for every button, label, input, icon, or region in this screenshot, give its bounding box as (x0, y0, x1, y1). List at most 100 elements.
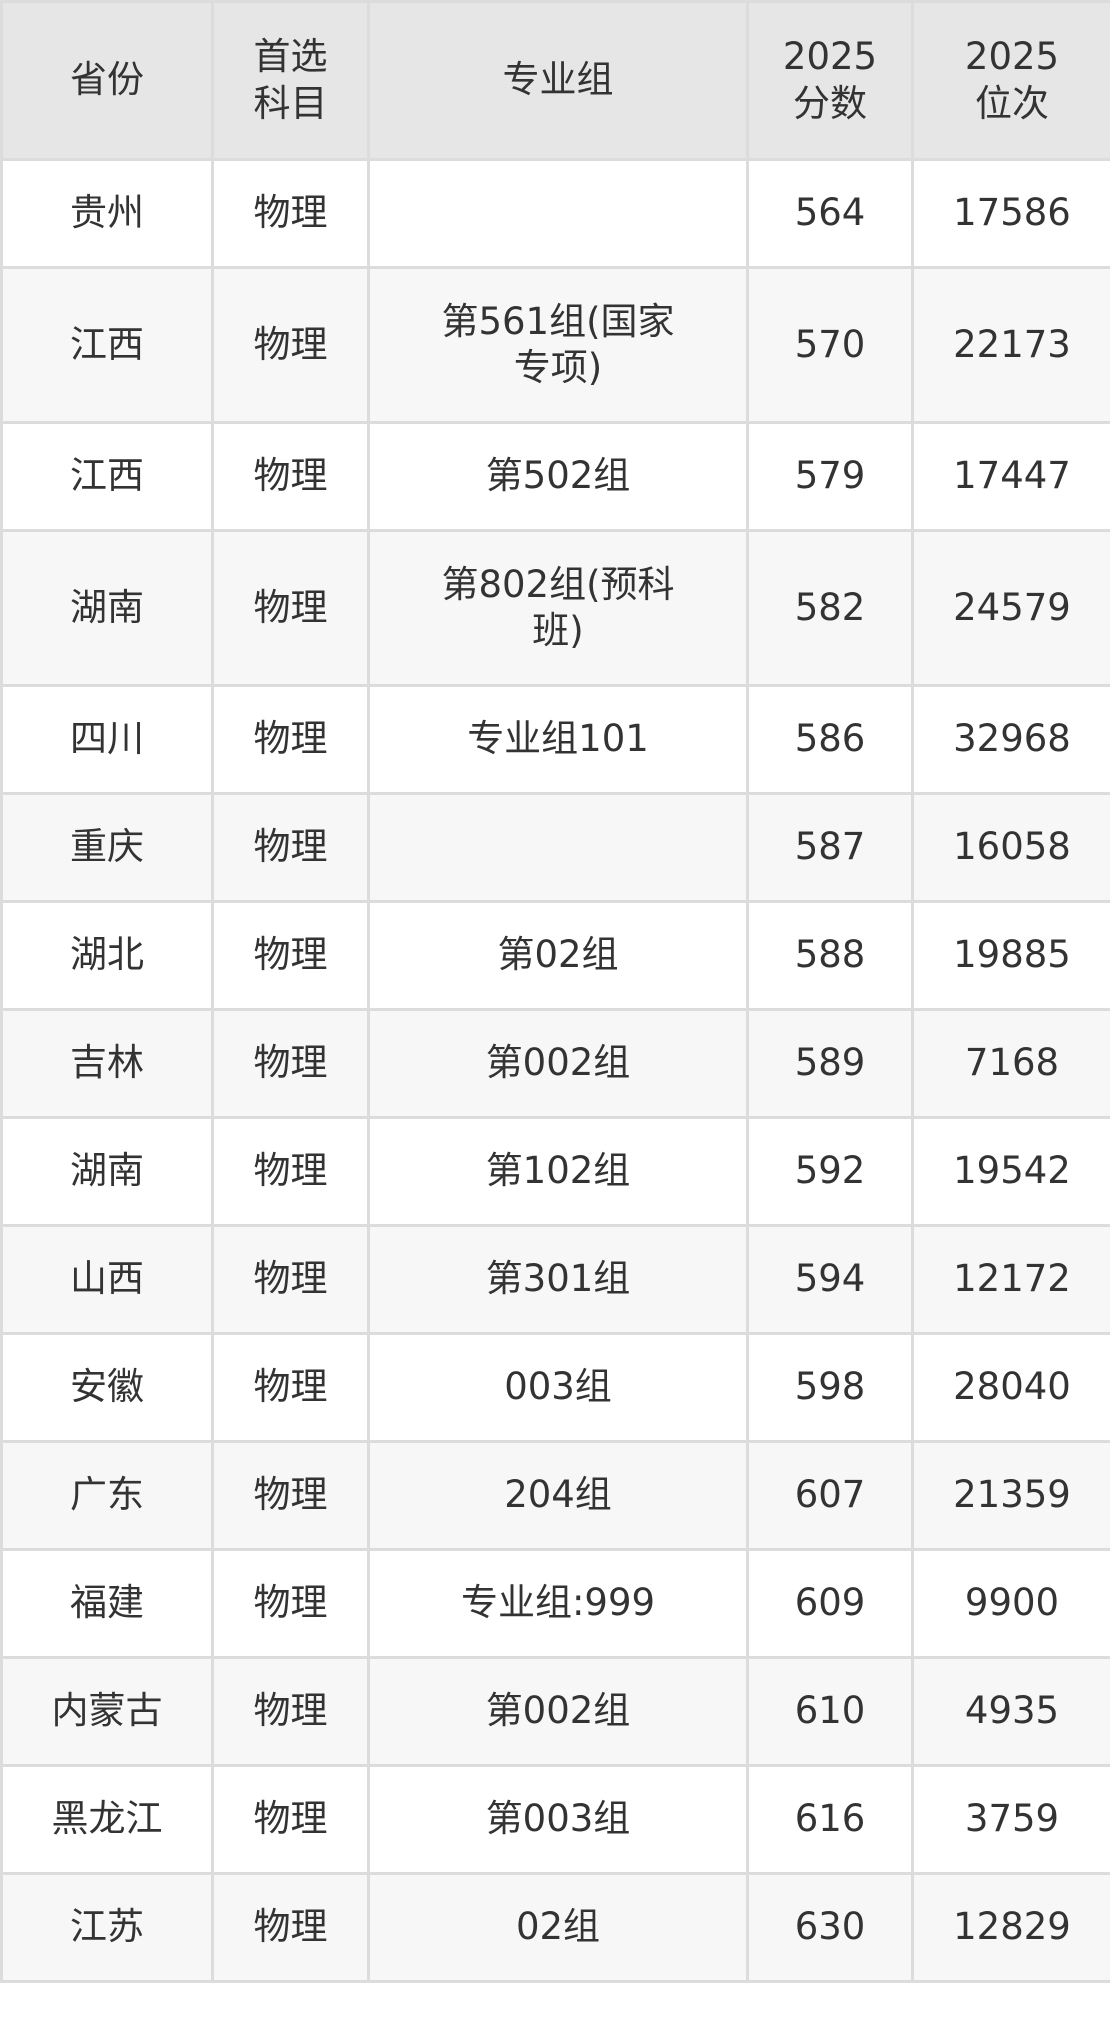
table-row: 重庆 物理 587 16058 (0, 792, 1110, 903)
cell-score: 586 (746, 684, 914, 795)
cell-score: 587 (746, 792, 914, 903)
cell-score: 609 (746, 1548, 914, 1659)
cell-province-text: 福建 (70, 1581, 144, 1625)
cell-subject: 物理 (211, 900, 370, 1011)
cell-subject-text: 物理 (253, 1473, 328, 1517)
cell-province-text: 江西 (70, 322, 144, 366)
cell-subject-text: 物理 (253, 1689, 328, 1733)
cell-rank-text: 22173 (953, 322, 1071, 366)
cell-province-text: 山西 (70, 1257, 144, 1301)
cell-group-text: 第802组(预科班) (441, 562, 675, 652)
cell-subject-text: 物理 (253, 1365, 328, 1409)
cell-group-text: 第102组 (485, 1149, 631, 1193)
cell-group: 第102组 (367, 1116, 749, 1227)
cell-rank: 17586 (911, 158, 1110, 269)
cell-rank-text: 4935 (964, 1689, 1060, 1733)
cell-score-text: 592 (794, 1149, 866, 1193)
table-row: 福建 物理 专业组:999 609 9900 (0, 1548, 1110, 1659)
cell-subject-text: 物理 (253, 825, 328, 869)
cell-subject: 物理 (211, 792, 370, 903)
cell-score: 607 (746, 1440, 914, 1551)
cell-rank-text: 12829 (953, 1905, 1071, 1949)
cell-province-text: 湖北 (70, 933, 144, 977)
cell-subject-text: 物理 (253, 322, 328, 366)
cell-score-text: 616 (794, 1797, 866, 1841)
cell-subject: 物理 (211, 1548, 370, 1659)
cell-score: 610 (746, 1656, 914, 1767)
cell-score-text: 587 (794, 825, 866, 869)
table-row: 江苏 物理 02组 630 12829 (0, 1872, 1110, 1983)
table-row: 山西 物理 第301组 594 12172 (0, 1224, 1110, 1335)
cell-province-text: 内蒙古 (51, 1689, 163, 1733)
cell-group: 003组 (367, 1332, 749, 1443)
table-row: 江西 物理 第502组 579 17447 (0, 421, 1110, 532)
cell-rank-text: 16058 (953, 825, 1071, 869)
cell-rank: 7168 (911, 1008, 1110, 1119)
cell-score-text: 570 (794, 322, 866, 366)
cell-province: 四川 (0, 684, 214, 795)
cell-score-text: 589 (794, 1041, 866, 1085)
cell-score: 598 (746, 1332, 914, 1443)
cell-province-text: 湖南 (70, 585, 144, 629)
cell-rank-text: 21359 (953, 1473, 1071, 1517)
cell-score-text: 630 (794, 1905, 866, 1949)
cell-province-text: 江西 (70, 454, 144, 498)
table-row: 贵州 物理 564 17586 (0, 158, 1110, 269)
cell-score-text: 607 (794, 1473, 866, 1517)
cell-subject-text: 物理 (253, 1041, 328, 1085)
table-row: 四川 物理 专业组101 586 32968 (0, 684, 1110, 795)
cell-rank: 12829 (911, 1872, 1110, 1983)
cell-group: 专业组101 (367, 684, 749, 795)
cell-group: 第301组 (367, 1224, 749, 1335)
admission-scores-table: 省份 首选科目 专业组 2025分数 2025位次 贵州 物理 564 17586 江西… (0, 0, 1110, 1983)
cell-subject: 物理 (211, 1764, 370, 1875)
cell-group-text: 第002组 (485, 1689, 631, 1733)
cell-group (367, 158, 749, 269)
cell-group-text: 第301组 (485, 1257, 631, 1301)
cell-rank: 24579 (911, 529, 1110, 687)
cell-rank: 3759 (911, 1764, 1110, 1875)
cell-score: 589 (746, 1008, 914, 1119)
cell-subject: 物理 (211, 1116, 370, 1227)
cell-subject: 物理 (211, 1872, 370, 1983)
cell-province-text: 安徽 (70, 1365, 144, 1409)
cell-province: 湖南 (0, 1116, 214, 1227)
table-row: 黑龙江 物理 第003组 616 3759 (0, 1764, 1110, 1875)
header-rank: 2025位次 (911, 0, 1110, 161)
cell-subject-text: 物理 (253, 191, 328, 235)
cell-score-text: 610 (794, 1689, 866, 1733)
cell-province: 内蒙古 (0, 1656, 214, 1767)
cell-group-text: 003组 (504, 1365, 612, 1409)
cell-province: 广东 (0, 1440, 214, 1551)
cell-rank-text: 9900 (964, 1581, 1060, 1625)
header-score: 2025分数 (746, 0, 914, 161)
cell-province: 黑龙江 (0, 1764, 214, 1875)
cell-rank: 19885 (911, 900, 1110, 1011)
cell-group-text: 02组 (515, 1905, 601, 1949)
table-row: 内蒙古 物理 第002组 610 4935 (0, 1656, 1110, 1767)
table-row: 广东 物理 204组 607 21359 (0, 1440, 1110, 1551)
cell-score-text: 588 (794, 933, 866, 977)
cell-score-text: 579 (794, 454, 866, 498)
cell-subject-text: 物理 (253, 933, 328, 977)
header-row: 省份 首选科目 专业组 2025分数 2025位次 (0, 0, 1110, 161)
cell-rank-text: 17447 (953, 454, 1071, 498)
cell-province: 江西 (0, 421, 214, 532)
cell-province: 吉林 (0, 1008, 214, 1119)
cell-score: 592 (746, 1116, 914, 1227)
cell-score-text: 564 (794, 191, 866, 235)
cell-province-text: 湖南 (70, 1149, 144, 1193)
table-row: 江西 物理 第561组(国家专项) 570 22173 (0, 266, 1110, 424)
cell-score-text: 586 (794, 717, 866, 761)
cell-subject: 物理 (211, 1440, 370, 1551)
cell-rank: 17447 (911, 421, 1110, 532)
cell-province: 江西 (0, 266, 214, 424)
cell-province-text: 吉林 (70, 1041, 144, 1085)
cell-score: 616 (746, 1764, 914, 1875)
cell-rank: 12172 (911, 1224, 1110, 1335)
cell-rank-text: 19542 (953, 1149, 1071, 1193)
cell-province: 湖南 (0, 529, 214, 687)
header-province: 省份 (0, 0, 214, 161)
table-row: 安徽 物理 003组 598 28040 (0, 1332, 1110, 1443)
cell-rank: 22173 (911, 266, 1110, 424)
